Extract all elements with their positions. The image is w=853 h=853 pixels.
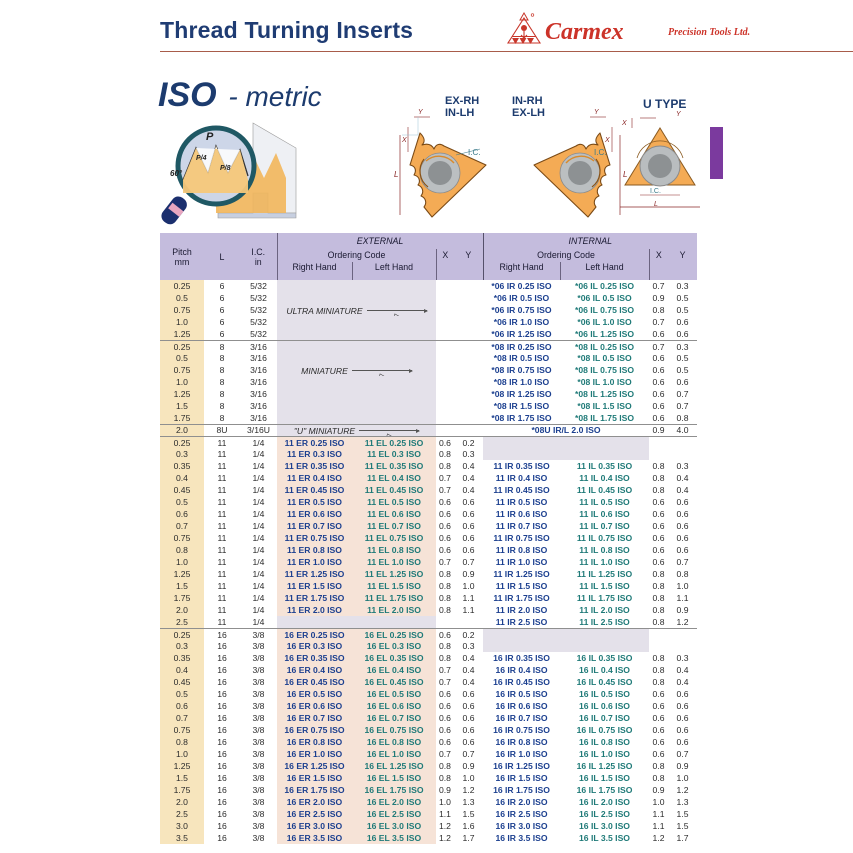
svg-text:EX-RH: EX-RH [445,95,479,107]
svg-text:X: X [604,137,610,144]
svg-text:L: L [394,170,398,179]
svg-text:Carmex: Carmex [545,19,624,45]
svg-text:P/4: P/4 [196,155,207,162]
svg-text:IN-RH: IN-RH [512,95,543,107]
svg-text:P/8: P/8 [220,165,231,172]
svg-text:EX-LH: EX-LH [512,107,545,119]
svg-text:L: L [623,170,627,179]
svg-text:60°: 60° [170,169,183,178]
svg-text:X: X [401,137,407,144]
svg-text:L: L [654,201,658,208]
svg-text:Precision Tools Ltd.: Precision Tools Ltd. [668,27,750,38]
svg-text:IN-LH: IN-LH [445,107,474,119]
svg-text:I.C.: I.C. [594,148,606,157]
svg-text:X: X [621,120,627,127]
svg-text:Y: Y [594,109,600,116]
svg-text:I.C.: I.C. [650,188,661,195]
svg-text:U TYPE: U TYPE [643,97,686,111]
svg-text:P: P [206,131,214,143]
svg-text:Y: Y [418,109,424,116]
svg-text:Y: Y [676,111,682,118]
